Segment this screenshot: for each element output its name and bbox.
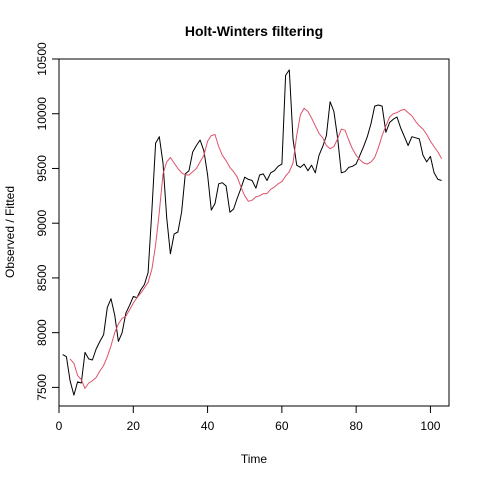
y-axis: 7500 8000 8500 9000 9500 10000 10500 [35,42,60,401]
x-tick-label: 0 [56,419,63,433]
y-tick-label: 9500 [35,155,49,182]
y-tick-label: 8500 [35,264,49,291]
x-tick-label: 80 [349,419,363,433]
plot-frame [58,58,450,407]
y-tick-label: 9000 [35,210,49,237]
y-tick-label: 7500 [35,374,49,401]
x-tick-label: 20 [127,419,141,433]
y-tick-label: 10500 [35,42,49,76]
y-tick-label: 10000 [35,97,49,131]
fitted-series-line [69,107,443,389]
y-axis-label: Observed / Fitted [3,186,17,278]
x-tick-label: 100 [420,419,440,433]
x-tick-label: 40 [201,419,215,433]
series-layer [62,69,443,396]
x-tick-label: 60 [275,419,289,433]
chart-title: Holt-Winters filtering [185,23,323,39]
x-axis: 0 20 40 60 80 100 [56,405,441,433]
x-axis-label: Time [241,452,268,466]
y-tick-label: 8000 [35,319,49,346]
observed-series-line [62,69,442,396]
